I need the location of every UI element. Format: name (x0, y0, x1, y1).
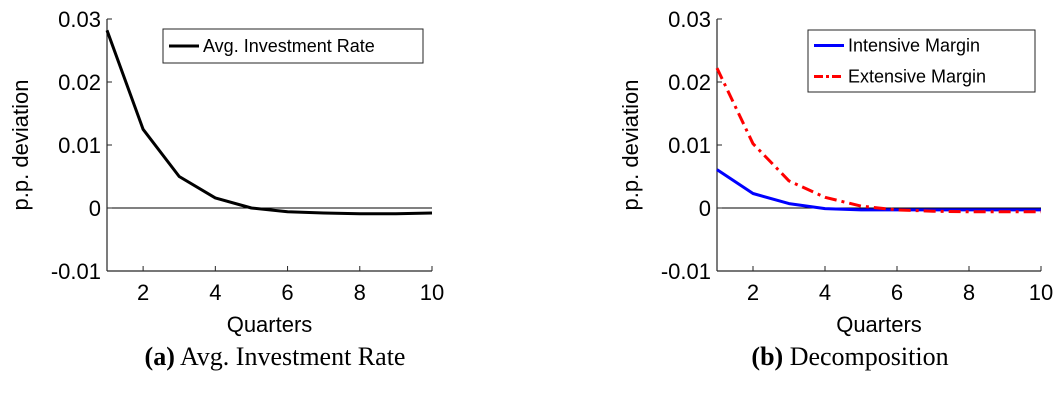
caption-b: (b) Decomposition (640, 342, 1060, 372)
x-tick-label: 4 (209, 280, 221, 305)
x-tick-label: 10 (1029, 280, 1053, 305)
y-tick-label: 0.03 (58, 7, 101, 32)
chart-b: -0.01 0 0.01 0.02 0.03 2 4 6 8 10 Quarters p.p. dev… (618, 7, 1053, 337)
y-tick-label: -0.01 (661, 259, 711, 284)
x-tick-label: 10 (420, 280, 444, 305)
caption-a: (a) Avg. Investment Rate (60, 342, 490, 372)
caption-b-text: Decomposition (789, 342, 949, 371)
legend: Intensive Margin Extensive Margin (807, 29, 1036, 93)
y-tick-label: 0.03 (668, 7, 711, 32)
x-tick-label: 6 (891, 280, 903, 305)
legend-label: Avg. Investment Rate (203, 36, 375, 56)
legend-box (807, 29, 1036, 93)
y-tick-label: 0 (89, 196, 101, 221)
series-line-extensive-margin (715, 67, 1041, 214)
x-tick-label: 4 (819, 280, 831, 305)
legend-box (162, 28, 424, 64)
caption-a-text: Avg. Investment Rate (179, 342, 406, 371)
y-tick-label: 0.01 (668, 133, 711, 158)
caption-b-label: (b) (751, 342, 784, 371)
y-tick-label: 0.02 (58, 70, 101, 95)
x-axis-title: Quarters (836, 312, 922, 337)
x-tick-label: 2 (137, 280, 149, 305)
series-line-avg-investment-rate (105, 29, 433, 216)
legend-label: Extensive Margin (848, 67, 986, 87)
legend-label: Intensive Margin (848, 36, 980, 56)
x-tick-label: 6 (281, 280, 293, 305)
x-tick-label: 8 (354, 280, 366, 305)
series-line-intensive-margin (716, 168, 1041, 212)
x-axis-title: Quarters (227, 312, 313, 337)
chart-a: -0.01 0 0.01 0.02 0.03 2 4 6 8 10 Quarters p.p. dev… (8, 7, 444, 337)
y-axis-title: p.p. deviation (618, 80, 643, 211)
y-tick-label: 0.02 (668, 70, 711, 95)
caption-a-label: (a) (144, 342, 175, 371)
y-tick-label: -0.01 (51, 259, 101, 284)
x-tick-label: 2 (747, 280, 759, 305)
y-tick-label: 0.01 (58, 133, 101, 158)
legend: Avg. Investment Rate (162, 28, 424, 64)
y-axis-title: p.p. deviation (8, 80, 33, 211)
y-tick-label: 0 (699, 196, 711, 221)
x-tick-label: 8 (963, 280, 975, 305)
